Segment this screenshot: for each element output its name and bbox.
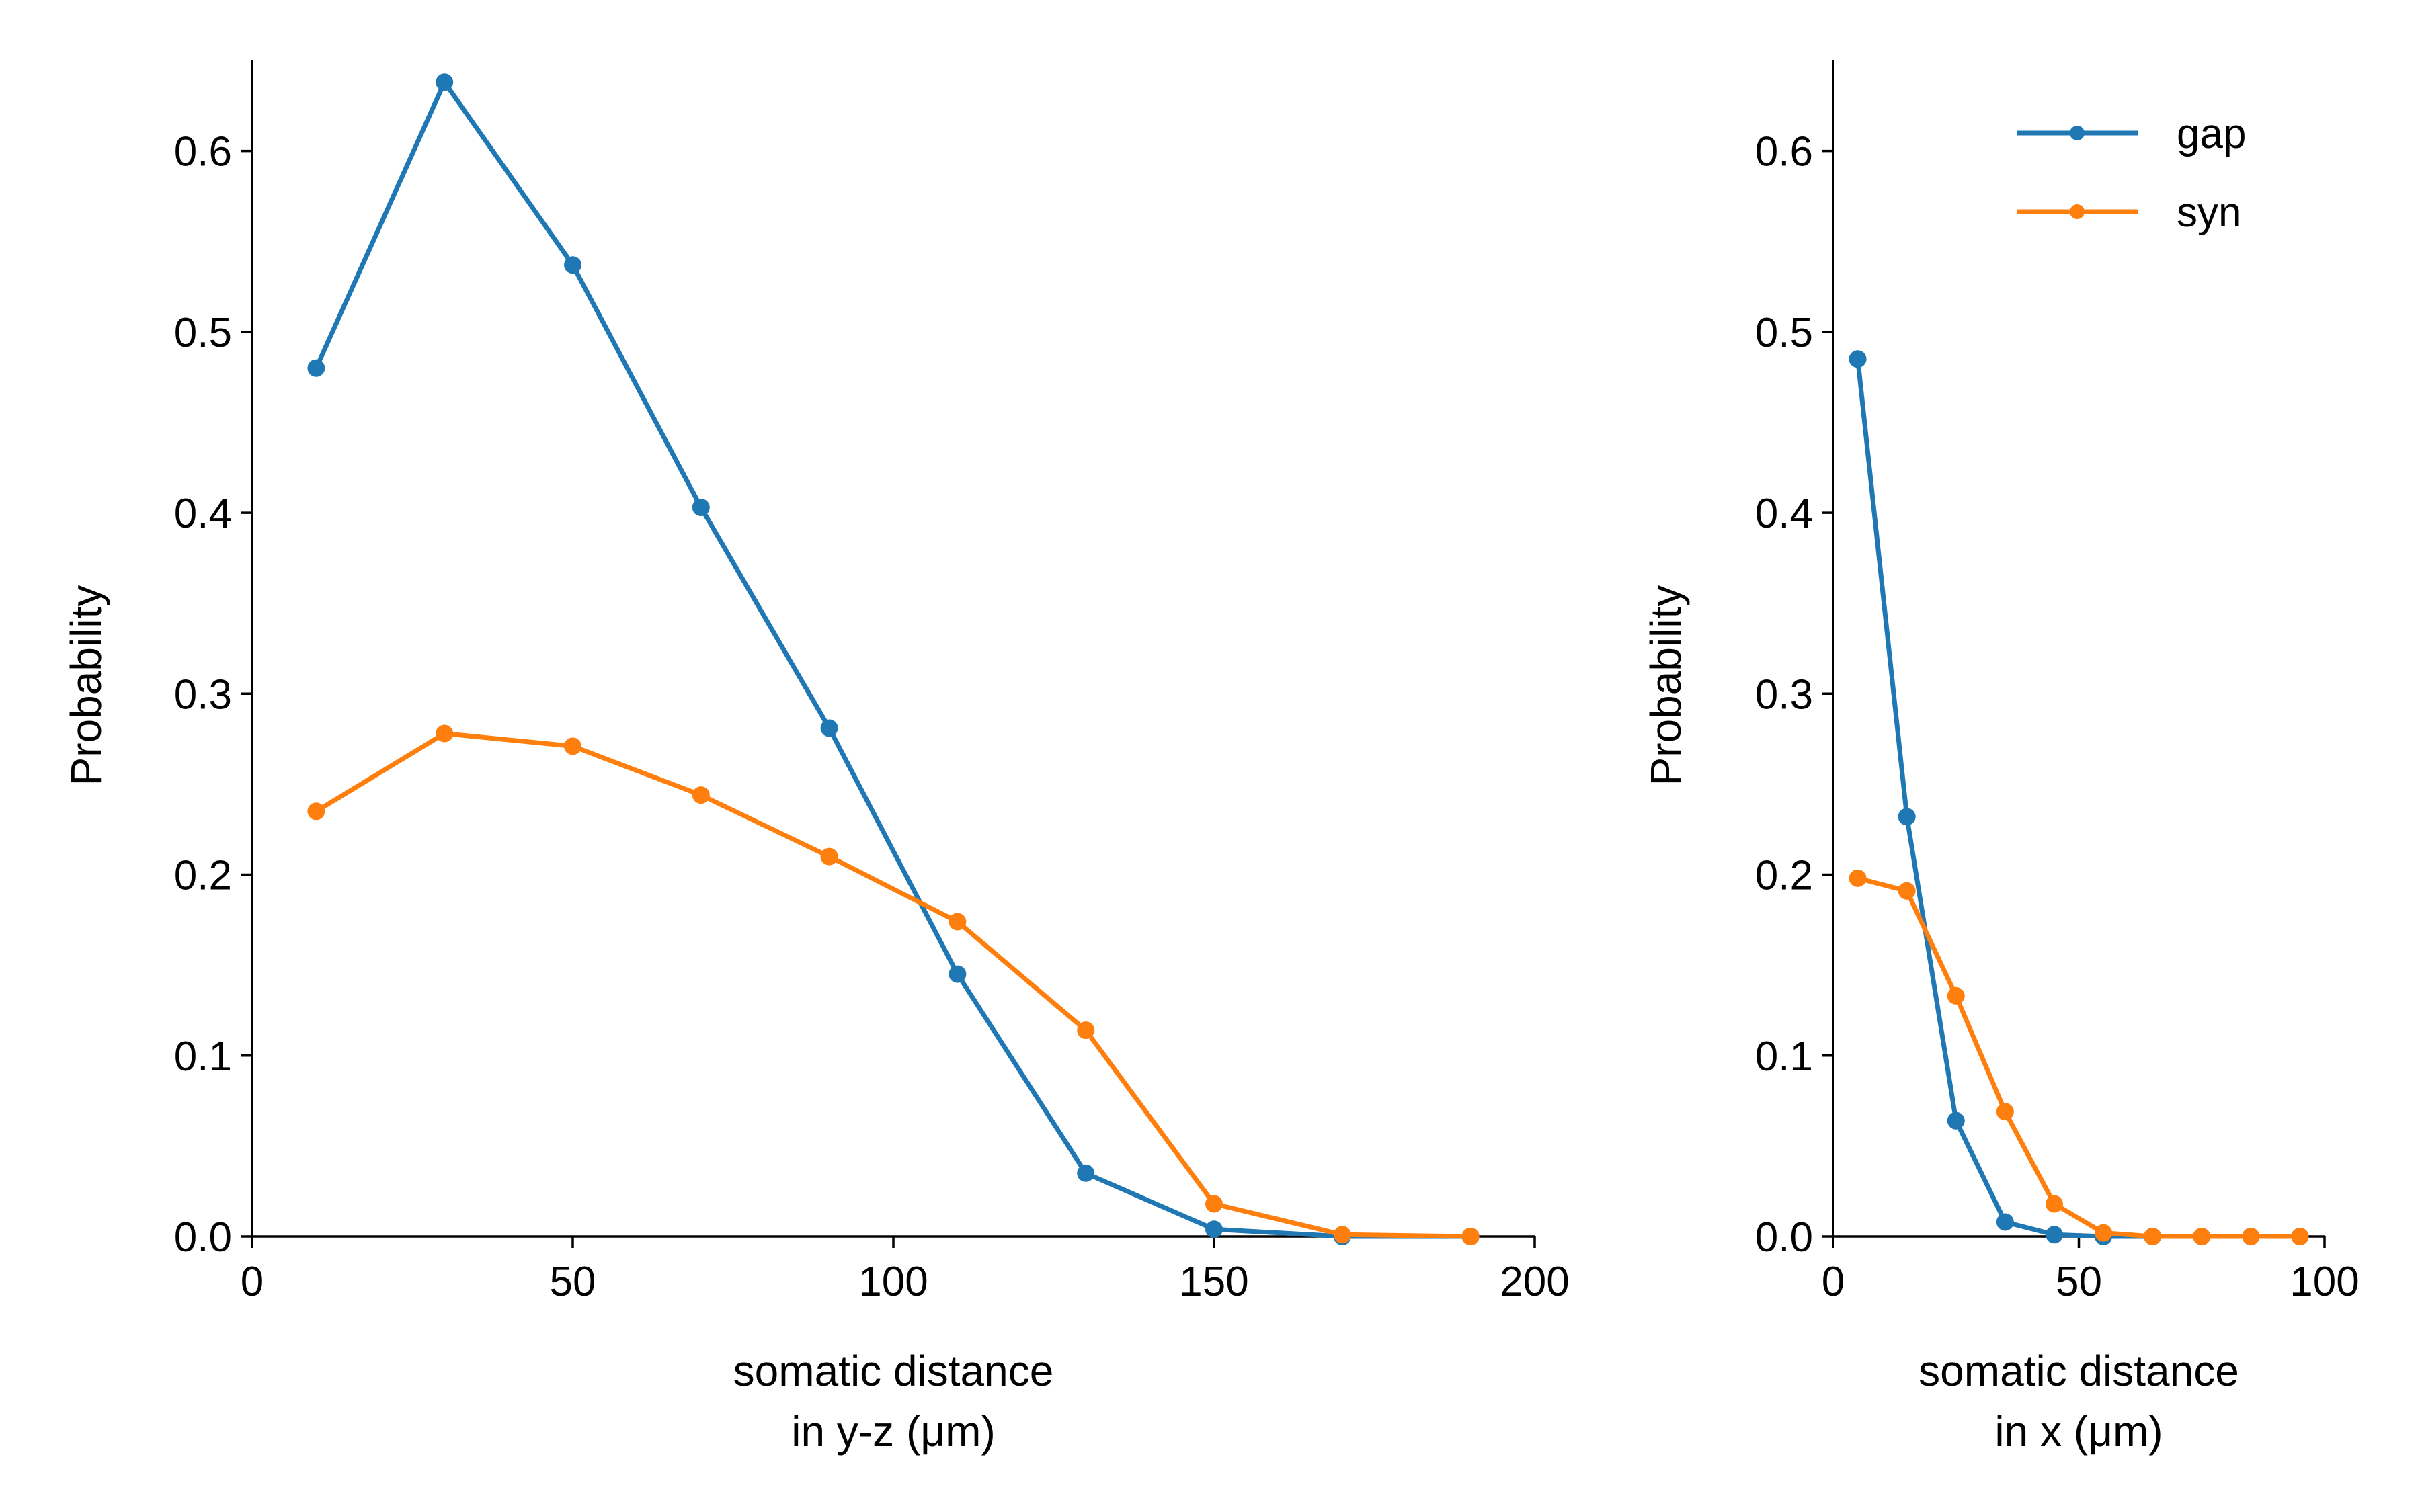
- data-point-syn: [1077, 1021, 1095, 1040]
- data-point-gap: [1898, 808, 1916, 826]
- legend-gap-marker: [2070, 126, 2085, 140]
- y-tick-label: 0.3: [174, 671, 232, 718]
- data-point-gap: [564, 256, 581, 274]
- data-point-syn: [564, 737, 581, 755]
- legend-syn-label: syn: [2177, 190, 2241, 236]
- data-point-syn: [1996, 1103, 2014, 1121]
- x-tick-label: 50: [550, 1259, 596, 1305]
- y-tick-label: 0.0: [1755, 1214, 1813, 1261]
- data-point-gap: [949, 965, 967, 983]
- y-tick-label: 0.1: [1755, 1034, 1813, 1080]
- x-tick-label: 50: [2056, 1259, 2102, 1305]
- x-axis-label-line2: in y-z (μm): [791, 1407, 996, 1456]
- series-line-syn: [1855, 876, 2302, 1239]
- data-point-syn: [1205, 1195, 1223, 1213]
- data-point-syn: [820, 847, 838, 866]
- data-point-gap: [1947, 1111, 1965, 1130]
- y-tick-label: 0.2: [1755, 853, 1813, 899]
- y-tick-label: 0.5: [174, 310, 232, 356]
- data-point-gap: [1996, 1213, 2014, 1231]
- data-point-syn: [2242, 1228, 2260, 1245]
- y-axis-label: Probability: [62, 585, 110, 786]
- data-point-gap: [307, 359, 325, 377]
- right-panel-x: 0.0 0.1 0.2 0.3 0.4 0.5 0.6 0 50 100 somatic dista…: [1642, 60, 2360, 1456]
- data-point-syn: [2291, 1228, 2309, 1245]
- data-point-gap: [820, 719, 838, 737]
- data-point-syn: [2144, 1228, 2162, 1245]
- y-tick-label: 0.1: [174, 1034, 232, 1080]
- series-line-gap: [313, 79, 1474, 1239]
- y-tick-label: 0.0: [174, 1214, 232, 1261]
- series-line-gap: [1855, 356, 2302, 1239]
- data-point-syn: [436, 724, 454, 743]
- x-tick-label: 100: [858, 1259, 928, 1305]
- y-axis-label: Probability: [1642, 585, 1690, 786]
- y-tick-label: 0.3: [1755, 671, 1813, 718]
- data-point-syn: [2193, 1228, 2211, 1245]
- data-point-syn: [692, 786, 710, 804]
- y-tick-label: 0.6: [174, 129, 232, 175]
- y-tick-label: 0.6: [1755, 129, 1813, 175]
- data-point-syn: [1849, 869, 1867, 887]
- y-tick-label: 0.2: [174, 853, 232, 899]
- data-point-gap: [1077, 1164, 1095, 1182]
- data-point-gap: [2045, 1226, 2063, 1244]
- y-tick-label: 0.5: [1755, 310, 1813, 356]
- series-line-syn: [313, 731, 1474, 1239]
- data-point-gap: [1849, 350, 1867, 368]
- y-tick-label: 0.4: [174, 491, 232, 537]
- data-point-syn: [1333, 1226, 1351, 1244]
- y-tick-label: 0.4: [1755, 491, 1813, 537]
- data-point-syn: [2095, 1224, 2113, 1242]
- x-tick-label: 200: [1500, 1259, 1569, 1305]
- data-point-syn: [1461, 1228, 1480, 1245]
- data-point-gap: [1205, 1220, 1223, 1238]
- x-axis-label-line2: in x (μm): [1994, 1407, 2163, 1456]
- data-point-syn: [1947, 986, 1965, 1005]
- x-tick-label: 100: [2290, 1259, 2359, 1305]
- legend-syn-marker: [2070, 204, 2085, 219]
- x-tick-label: 150: [1179, 1259, 1248, 1305]
- data-point-syn: [949, 913, 967, 931]
- data-point-syn: [1898, 882, 1916, 900]
- data-point-syn: [2045, 1195, 2063, 1213]
- x-tick-label: 0: [241, 1259, 264, 1305]
- x-axis-label-line1: somatic distance: [733, 1347, 1054, 1395]
- x-axis-label-line1: somatic distance: [1919, 1347, 2239, 1395]
- data-point-syn: [307, 802, 325, 821]
- left-panel-yz: 0.0 0.1 0.2 0.3 0.4 0.5 0.6 0 50 100 150 200 somatic…: [62, 60, 1570, 1456]
- legend-gap-label: gap: [2177, 111, 2246, 157]
- x-tick-label: 0: [1822, 1259, 1845, 1305]
- data-point-gap: [692, 499, 710, 516]
- data-point-gap: [436, 73, 454, 91]
- legend: gap syn: [2017, 111, 2246, 236]
